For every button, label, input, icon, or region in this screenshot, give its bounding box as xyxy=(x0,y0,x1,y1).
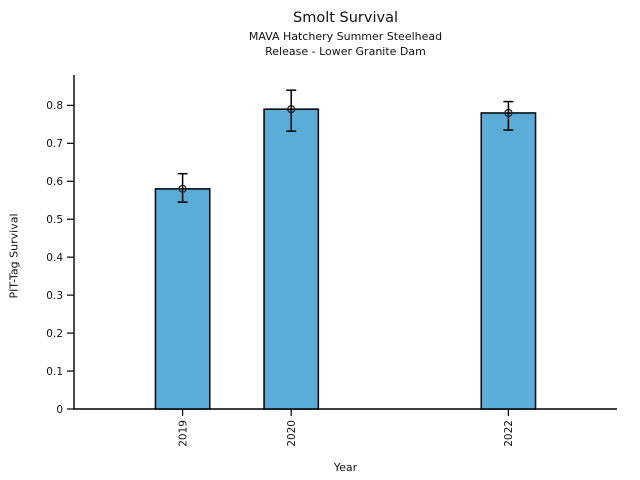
y-tick-label: 0.4 xyxy=(46,252,63,264)
chart-subtitle-line1: MAVA Hatchery Summer Steelhead xyxy=(248,30,443,43)
x-tick-label: 2019 xyxy=(177,420,189,447)
y-tick-label: 0.7 xyxy=(46,138,63,150)
y-tick-label: 0.8 xyxy=(46,100,63,112)
x-tick-label: 2020 xyxy=(286,420,298,447)
y-tick-label: 0.6 xyxy=(46,176,63,188)
point-marker-2019 xyxy=(178,184,187,194)
point-marker-2020 xyxy=(287,105,296,114)
y-tick-label: 0.2 xyxy=(46,328,63,340)
point-marker-2022 xyxy=(504,108,513,118)
bar-2019 xyxy=(154,188,211,410)
x-tick-label: 2022 xyxy=(503,420,515,447)
y-tick-label: 0.5 xyxy=(46,214,63,226)
bar-2020 xyxy=(263,108,320,410)
x-axis-title: Year xyxy=(333,461,358,474)
y-tick-label: 0.3 xyxy=(46,290,63,302)
chart-subtitle-line2: Release - Lower Granite Dam xyxy=(265,45,426,58)
bar-2022 xyxy=(480,112,537,410)
y-tick-label: 0.1 xyxy=(46,366,63,378)
chart-title: Smolt Survival xyxy=(293,10,398,26)
y-tick-label: 0 xyxy=(56,404,63,416)
